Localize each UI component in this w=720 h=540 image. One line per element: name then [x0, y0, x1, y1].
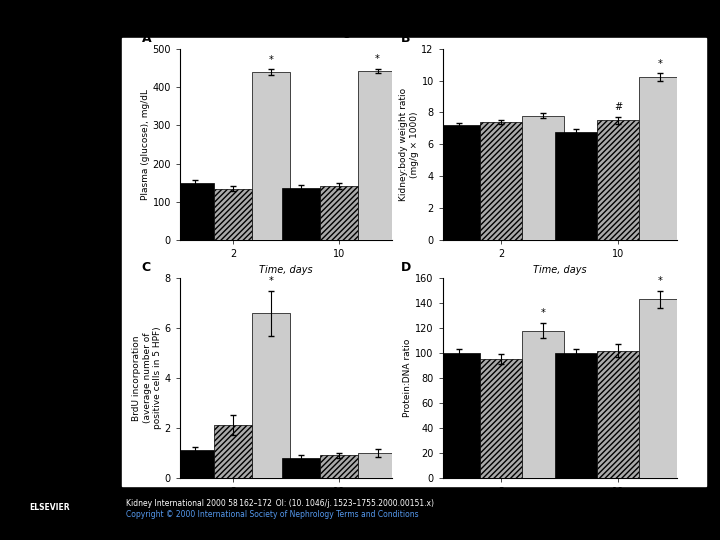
Bar — [523, 330, 564, 478]
Bar — [598, 350, 639, 478]
Text: *: * — [269, 55, 274, 64]
Y-axis label: Protein:DNA ratio: Protein:DNA ratio — [403, 339, 413, 417]
Bar — [176, 183, 214, 240]
Y-axis label: BrdU incorporation
(average number of
positive cells in 5 HPF): BrdU incorporation (average number of po… — [132, 327, 162, 429]
Bar — [282, 458, 320, 478]
Bar — [214, 188, 252, 240]
Bar — [214, 426, 252, 478]
Bar — [252, 313, 290, 478]
Y-axis label: Kidney:body weight ratio
(mg/g × 1000): Kidney:body weight ratio (mg/g × 1000) — [399, 88, 418, 201]
Bar — [438, 353, 480, 478]
Bar — [639, 77, 681, 240]
Bar — [523, 116, 564, 240]
Bar — [555, 353, 598, 478]
Text: *: * — [375, 54, 380, 64]
Bar — [176, 450, 214, 478]
Bar — [320, 186, 359, 240]
Bar — [639, 299, 681, 478]
Bar — [555, 132, 598, 240]
Bar — [282, 188, 320, 240]
Text: C: C — [142, 261, 151, 274]
Text: D: D — [400, 261, 411, 274]
Bar — [320, 455, 359, 478]
Bar — [480, 122, 523, 240]
Bar — [359, 453, 397, 478]
Text: Kidney International 2000 58 162–172 OI: (10. 1046/j. 1523–1755.2000.00151.x): Kidney International 2000 58 162–172 OI:… — [126, 500, 434, 509]
Text: Copyright © 2000 International Society of Nephrology Terms and Conditions: Copyright © 2000 International Society o… — [126, 510, 418, 519]
Bar — [359, 71, 397, 240]
X-axis label: Time, days: Time, days — [259, 265, 313, 275]
Text: #: # — [614, 103, 622, 112]
Text: *: * — [658, 58, 663, 69]
Text: *: * — [269, 275, 274, 286]
Y-axis label: Plasma (glucose), mg/dL: Plasma (glucose), mg/dL — [140, 89, 150, 200]
Text: *: * — [541, 308, 546, 318]
Bar — [598, 120, 639, 240]
Text: A: A — [142, 32, 151, 45]
Text: Figure 4: Figure 4 — [332, 24, 388, 38]
X-axis label: Time, days: Time, days — [533, 265, 587, 275]
Text: B: B — [400, 32, 410, 45]
X-axis label: Time, days: Time, days — [259, 503, 313, 512]
X-axis label: Time, days: Time, days — [533, 503, 587, 512]
Bar — [252, 72, 290, 240]
Bar — [438, 125, 480, 240]
Text: ELSEVIER: ELSEVIER — [29, 503, 69, 512]
Text: *: * — [658, 275, 663, 286]
Bar — [480, 359, 523, 478]
